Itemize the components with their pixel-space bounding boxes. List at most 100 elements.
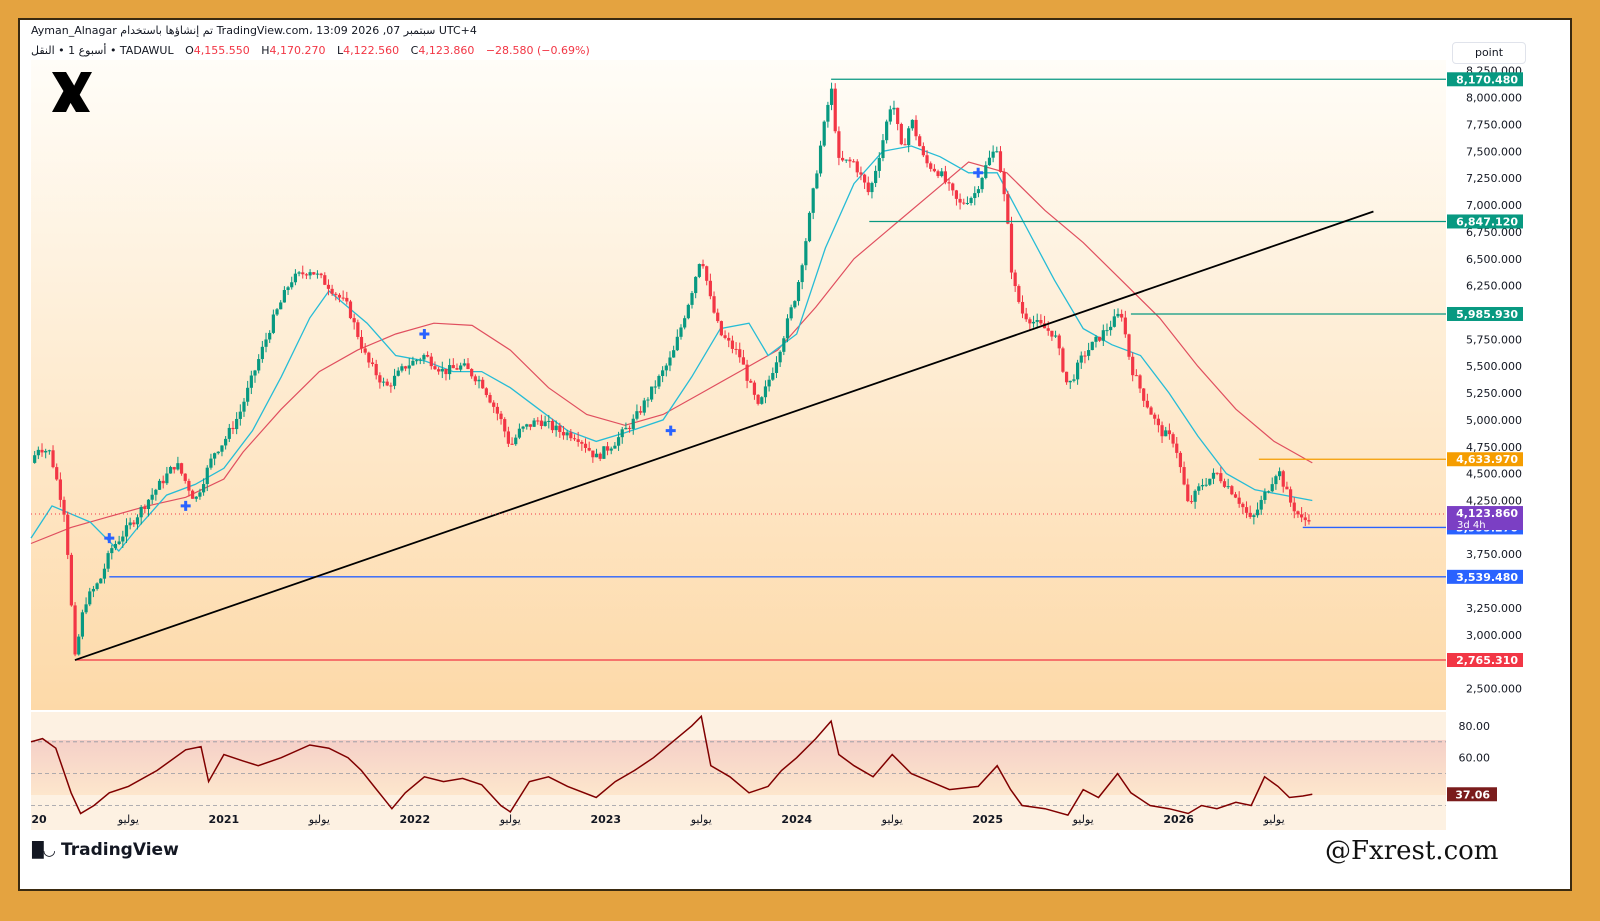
time-tick-label: 2022	[400, 813, 431, 826]
candle-body	[1028, 319, 1032, 324]
candle-body	[319, 273, 323, 276]
candle-body	[1204, 484, 1208, 486]
candle-body	[33, 455, 37, 463]
candle-body	[785, 318, 790, 339]
price-axis[interactable]: 8,250.0008,000.0007,750.0007,500.0007,25…	[1466, 65, 1522, 696]
candle-body	[514, 437, 518, 445]
candle-body	[903, 144, 907, 146]
time-axis[interactable]: 20 يوليو 2021 يوليو 2022 يوليو 2023 يوليو 2024 يو…	[31, 813, 1284, 826]
candle-body	[1259, 499, 1263, 510]
time-tick-label: يوليو	[1263, 813, 1285, 826]
candle-body	[422, 355, 426, 360]
candle-body	[194, 496, 198, 499]
candle-body	[470, 369, 474, 377]
candle-body	[484, 388, 488, 396]
candle-body	[1109, 326, 1113, 331]
candle-body	[1252, 515, 1256, 517]
candle-body	[477, 379, 481, 382]
countdown-label: 3d 4h	[1457, 520, 1486, 531]
candle-body	[146, 499, 151, 509]
candle-body	[1046, 328, 1050, 331]
price-tick-label: 3,250.000	[1466, 602, 1522, 615]
price-tick-label: 6,250.000	[1466, 280, 1522, 293]
candle-body	[99, 578, 103, 584]
candle-body	[176, 463, 180, 470]
candle-body	[624, 427, 628, 430]
candle-body	[756, 394, 760, 404]
candle-body	[1197, 486, 1201, 491]
candle-body	[569, 432, 573, 439]
candle-body	[1263, 491, 1267, 500]
candle-body	[1300, 514, 1304, 518]
candle-body	[462, 363, 466, 366]
candle-body	[249, 375, 253, 388]
candle-body	[683, 318, 687, 328]
candle-body	[855, 161, 859, 173]
candle-body	[282, 290, 286, 303]
candle-body	[117, 541, 121, 544]
candle-body	[231, 427, 235, 430]
candle-body	[1090, 341, 1094, 351]
candle-body	[701, 264, 705, 267]
candle-body	[1009, 223, 1014, 273]
price-tick-label: 7,000.000	[1466, 199, 1522, 212]
candle-body	[1134, 375, 1138, 377]
candle-body	[1175, 443, 1179, 453]
candle-body	[1226, 486, 1230, 488]
candle-body	[356, 322, 360, 337]
candle-body	[121, 536, 125, 542]
candle-body	[631, 418, 635, 429]
candle-body	[473, 376, 477, 382]
price-tick-label: 8,000.000	[1466, 92, 1522, 105]
candle-body	[760, 397, 764, 404]
candle-body	[201, 484, 206, 493]
candle-body	[334, 293, 338, 295]
candle-body	[205, 467, 209, 485]
candle-body	[429, 356, 433, 367]
candle-body	[870, 183, 874, 193]
candle-body	[719, 321, 723, 336]
candle-body	[679, 327, 683, 337]
point-button[interactable]: point	[1452, 42, 1526, 64]
candle-body	[106, 553, 110, 569]
current-price-box	[1447, 506, 1523, 531]
candle-body	[1079, 355, 1083, 363]
candle-body	[837, 131, 841, 158]
candle-body	[804, 241, 808, 266]
candle-body	[616, 437, 621, 446]
candle-body	[609, 448, 613, 451]
candle-body	[1230, 486, 1234, 495]
candle-body	[348, 301, 353, 319]
candle-body	[1120, 313, 1124, 318]
candle-body	[264, 339, 268, 347]
candle-body	[1142, 388, 1146, 401]
trendline[interactable]	[74, 210, 1374, 661]
level-price-labels: 8,170.4806,847.1205,985.9304,633.9703,99…	[1447, 72, 1523, 668]
candle-body	[1171, 434, 1175, 444]
candle-body	[1233, 494, 1238, 498]
candle-body	[605, 446, 610, 451]
candle-body	[1211, 472, 1216, 479]
candle-body	[947, 182, 951, 184]
candle-body	[694, 276, 698, 294]
candle-body	[620, 429, 624, 438]
candle-body	[657, 375, 661, 387]
candle-body	[1149, 407, 1153, 415]
rsi-line	[30, 714, 1313, 816]
candle-body	[675, 336, 679, 351]
candle-body	[235, 418, 239, 430]
candle-body	[308, 272, 312, 276]
candle-body	[844, 159, 848, 161]
candle-body	[550, 420, 555, 431]
candle-body	[594, 453, 599, 458]
candle-body	[293, 273, 298, 283]
candle-body	[1123, 317, 1127, 335]
candle-body	[437, 369, 441, 372]
candle-body	[132, 522, 136, 525]
candle-body	[440, 368, 444, 372]
candle-body	[84, 604, 88, 613]
candle-body	[1215, 472, 1219, 474]
signal-markers	[104, 167, 984, 544]
candle-body	[851, 161, 856, 163]
